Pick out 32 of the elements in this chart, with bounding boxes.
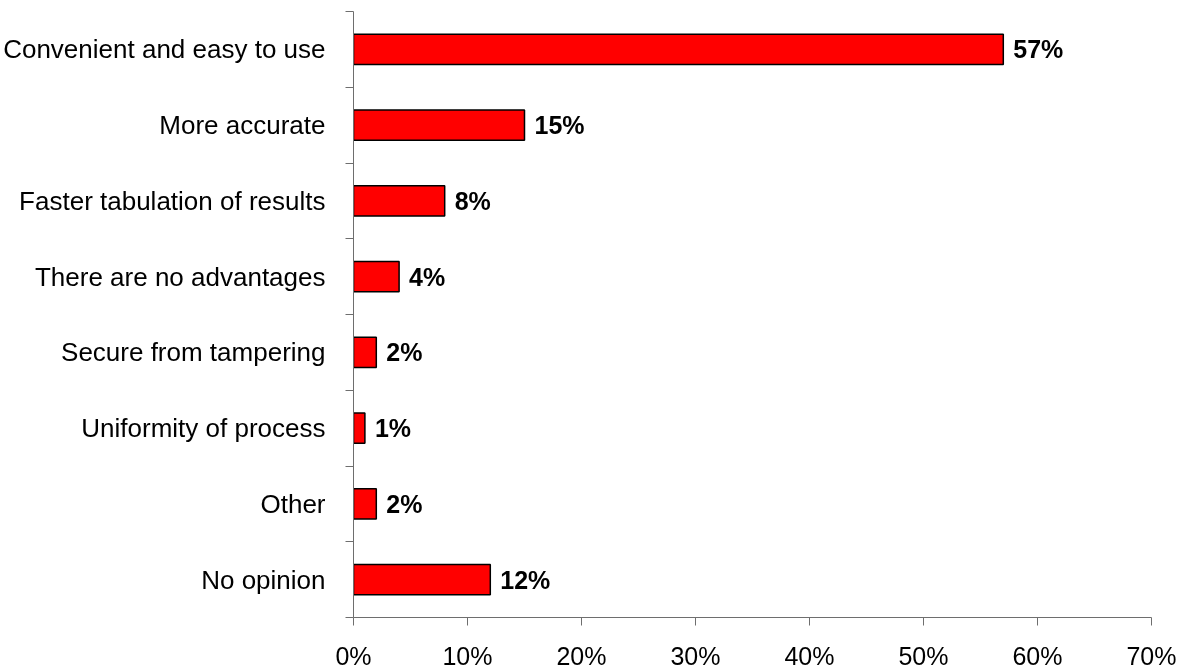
data-label: 8% (454, 186, 491, 215)
y-tick-label: Other (260, 488, 326, 519)
x-tick-label: 40% (784, 641, 835, 670)
x-tick-label: 50% (898, 641, 949, 670)
data-label: 4% (409, 262, 446, 291)
y-tick-label: More accurate (159, 110, 326, 141)
bar (353, 33, 1005, 66)
y-tick-label: No opinion (201, 564, 326, 595)
x-tick-label: 70% (1126, 641, 1177, 670)
y-tick-label: Uniformity of process (81, 413, 326, 444)
bar (353, 109, 526, 142)
y-tick-label: Secure from tampering (61, 337, 326, 368)
x-tick-label: 30% (670, 641, 721, 670)
data-label: 1% (374, 414, 412, 443)
bar (353, 184, 446, 217)
x-tick-label: 60% (1012, 641, 1063, 670)
x-tick-label: 10% (442, 641, 493, 670)
data-label: 2% (386, 338, 423, 367)
bar (353, 412, 366, 445)
y-tick-label: Faster tabulation of results (19, 185, 326, 216)
data-label: 15% (534, 111, 585, 140)
bar (353, 487, 378, 520)
bar (353, 563, 492, 596)
bar (353, 260, 400, 293)
y-tick-label: Convenient and easy to use (3, 34, 326, 65)
x-tick-label: 20% (556, 641, 607, 670)
x-tick-label: 0% (335, 641, 372, 670)
y-tick-label: There are no advantages (34, 261, 326, 292)
data-label: 57% (1013, 35, 1064, 64)
data-label: 12% (500, 565, 551, 594)
bar (353, 336, 378, 369)
data-label: 2% (386, 489, 423, 518)
